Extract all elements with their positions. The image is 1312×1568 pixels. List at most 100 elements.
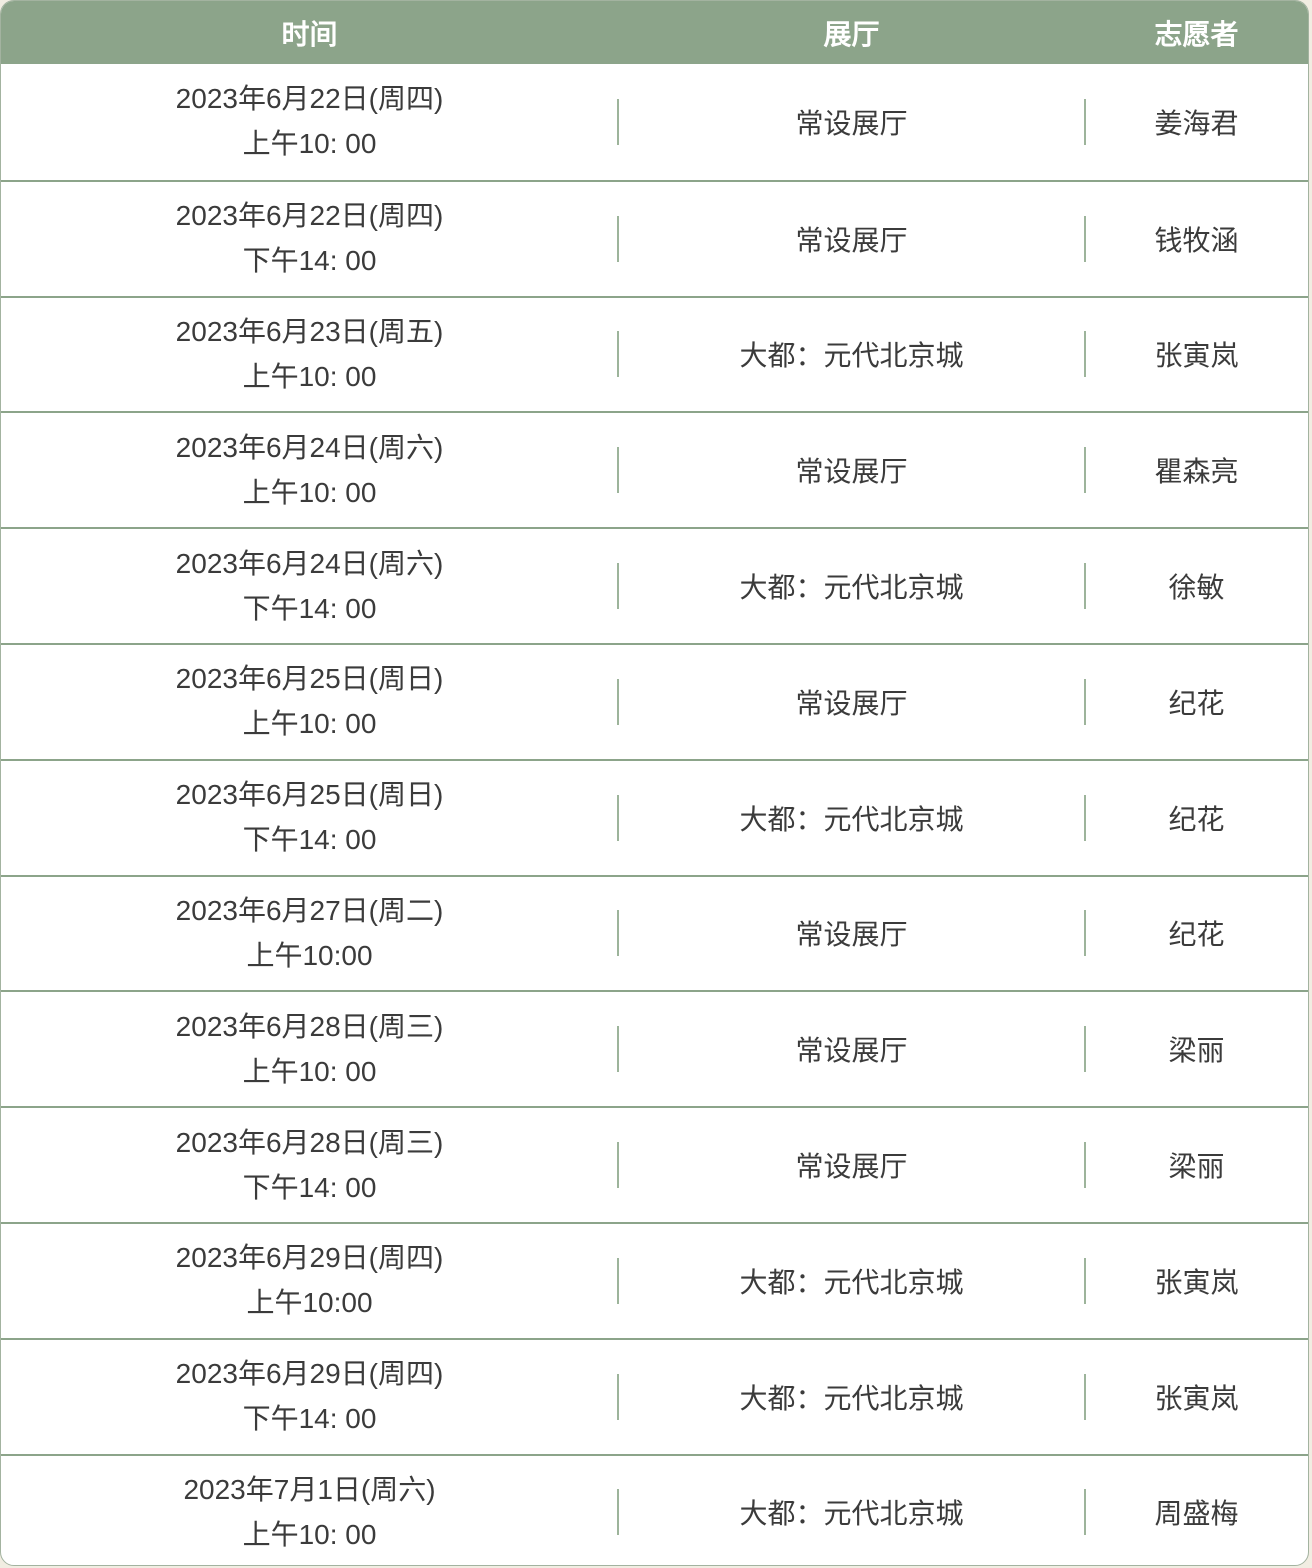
table-row: 2023年6月25日(周日) 下午14: 00 大都：元代北京城 纪花 xyxy=(1,758,1308,875)
date-text: 2023年6月28日(周三) xyxy=(175,1010,444,1042)
time-text: 上午10: 00 xyxy=(242,360,377,392)
column-divider xyxy=(1084,1489,1086,1536)
table-row: 2023年6月28日(周三) 下午14: 00 常设展厅 梁丽 xyxy=(1,1106,1308,1222)
table-row: 2023年6月24日(周六) 上午10: 00 常设展厅 瞿森亮 xyxy=(1,411,1308,527)
date-text: 2023年7月1日(周六) xyxy=(183,1473,436,1505)
volunteer-cell: 纪花 xyxy=(1168,687,1225,719)
hall-cell: 大都：元代北京城 xyxy=(739,803,964,835)
date-text: 2023年6月25日(周日) xyxy=(175,779,444,811)
table-row: 2023年6月24日(周六) 下午14: 00 大都：元代北京城 徐敏 xyxy=(1,527,1308,643)
time-text: 上午10: 00 xyxy=(242,708,377,740)
column-divider xyxy=(1084,910,1086,957)
time-cell: 2023年6月29日(周四) 上午10:00 xyxy=(1,1224,618,1338)
volunteer-cell: 瞿森亮 xyxy=(1154,456,1239,488)
time-text: 上午10: 00 xyxy=(242,1055,377,1087)
hall-cell: 大都：元代北京城 xyxy=(739,572,964,604)
time-cell: 2023年6月24日(周六) 上午10: 00 xyxy=(1,413,618,527)
time-cell: 2023年6月24日(周六) 下午14: 00 xyxy=(1,529,618,643)
date-text: 2023年6月29日(周四) xyxy=(175,1242,444,1274)
time-cell: 2023年6月22日(周四) 上午10: 00 xyxy=(1,64,618,180)
table-row: 2023年6月27日(周二) 上午10:00 常设展厅 纪花 xyxy=(1,874,1308,991)
table-row: 2023年7月1日(周六) 上午10: 00 大都：元代北京城 周盛梅 xyxy=(1,1453,1308,1565)
time-cell: 2023年6月22日(周四) 下午14: 00 xyxy=(1,182,618,296)
time-text: 下午14: 00 xyxy=(242,1171,377,1203)
time-cell: 2023年6月29日(周四) 下午14: 00 xyxy=(1,1340,618,1454)
date-text: 2023年6月24日(周六) xyxy=(175,431,444,463)
hall-cell: 常设展厅 xyxy=(795,107,908,139)
table-row: 2023年6月28日(周三) 上午10: 00 常设展厅 梁丽 xyxy=(1,990,1308,1106)
volunteer-cell: 纪花 xyxy=(1168,919,1225,951)
time-text: 下午14: 00 xyxy=(242,245,377,277)
column-divider xyxy=(1084,563,1086,610)
volunteer-cell: 梁丽 xyxy=(1168,1035,1225,1067)
hall-cell: 常设展厅 xyxy=(795,1151,908,1183)
date-text: 2023年6月23日(周五) xyxy=(175,315,444,347)
volunteer-cell: 姜海君 xyxy=(1154,107,1239,139)
table-body: 2023年6月22日(周四) 上午10: 00 常设展厅 姜海君 2023年6月… xyxy=(1,64,1308,1565)
column-divider xyxy=(617,98,619,145)
hall-cell: 大都：元代北京城 xyxy=(739,340,964,372)
column-divider xyxy=(1084,678,1086,725)
table-row: 2023年6月29日(周四) 下午14: 00 大都：元代北京城 张寅岚 xyxy=(1,1337,1308,1454)
column-divider xyxy=(1084,1142,1086,1189)
column-divider xyxy=(1084,794,1086,841)
column-divider xyxy=(617,1026,619,1073)
time-text: 上午10: 00 xyxy=(242,476,377,508)
table-row: 2023年6月23日(周五) 上午10: 00 大都：元代北京城 张寅岚 xyxy=(1,295,1308,412)
column-divider xyxy=(1084,98,1086,145)
table-row: 2023年6月22日(周四) 下午14: 00 常设展厅 钱牧涵 xyxy=(1,179,1308,296)
time-cell: 2023年6月28日(周三) 上午10: 00 xyxy=(1,992,618,1106)
column-header-volunteer: 志愿者 xyxy=(1154,19,1239,51)
time-text: 上午10: 00 xyxy=(242,128,377,160)
volunteer-cell: 钱牧涵 xyxy=(1154,224,1239,256)
volunteer-cell: 纪花 xyxy=(1168,803,1225,835)
column-divider xyxy=(617,678,619,725)
time-text: 下午14: 00 xyxy=(242,592,377,624)
date-text: 2023年6月28日(周三) xyxy=(175,1126,444,1158)
column-divider xyxy=(617,1257,619,1304)
volunteer-cell: 张寅岚 xyxy=(1154,1266,1239,1298)
time-text: 下午14: 00 xyxy=(242,1403,377,1435)
column-divider xyxy=(617,910,619,957)
column-divider xyxy=(617,1373,619,1420)
column-divider xyxy=(617,447,619,494)
time-text: 上午10:00 xyxy=(246,939,373,971)
time-cell: 2023年6月28日(周三) 下午14: 00 xyxy=(1,1108,618,1222)
column-divider xyxy=(1084,447,1086,494)
time-cell: 2023年6月23日(周五) 上午10: 00 xyxy=(1,298,618,412)
time-text: 上午10:00 xyxy=(246,1287,373,1319)
table-row: 2023年6月25日(周日) 上午10: 00 常设展厅 纪花 xyxy=(1,642,1308,759)
column-header-time: 时间 xyxy=(281,19,338,51)
column-divider xyxy=(1084,1257,1086,1304)
volunteer-cell: 张寅岚 xyxy=(1154,1382,1239,1414)
hall-cell: 常设展厅 xyxy=(795,687,908,719)
column-header-hall: 展厅 xyxy=(823,19,880,51)
table-row: 2023年6月29日(周四) 上午10:00 大都：元代北京城 张寅岚 xyxy=(1,1221,1308,1338)
time-cell: 2023年6月25日(周日) 上午10: 00 xyxy=(1,645,618,759)
time-cell: 2023年7月1日(周六) 上午10: 00 xyxy=(1,1456,618,1565)
time-cell: 2023年6月25日(周日) 下午14: 00 xyxy=(1,761,618,875)
hall-cell: 常设展厅 xyxy=(795,456,908,488)
hall-cell: 大都：元代北京城 xyxy=(739,1498,964,1530)
time-cell: 2023年6月27日(周二) 上午10:00 xyxy=(1,877,618,991)
volunteer-cell: 张寅岚 xyxy=(1154,340,1239,372)
date-text: 2023年6月25日(周日) xyxy=(175,663,444,695)
volunteer-cell: 徐敏 xyxy=(1168,572,1225,604)
volunteer-cell: 梁丽 xyxy=(1168,1151,1225,1183)
date-text: 2023年6月29日(周四) xyxy=(175,1358,444,1390)
column-divider xyxy=(617,1142,619,1189)
table-header-row: 时间 展厅 志愿者 xyxy=(1,1,1308,64)
column-divider xyxy=(617,794,619,841)
column-divider xyxy=(1084,215,1086,262)
date-text: 2023年6月27日(周二) xyxy=(175,894,444,926)
date-text: 2023年6月22日(周四) xyxy=(175,83,444,115)
column-divider xyxy=(617,215,619,262)
time-text: 上午10: 00 xyxy=(242,1518,377,1550)
date-text: 2023年6月22日(周四) xyxy=(175,200,444,232)
hall-cell: 大都：元代北京城 xyxy=(739,1266,964,1298)
time-text: 下午14: 00 xyxy=(242,824,377,856)
column-divider xyxy=(1084,1026,1086,1073)
table-row: 2023年6月22日(周四) 上午10: 00 常设展厅 姜海君 xyxy=(1,64,1308,180)
column-divider xyxy=(617,331,619,378)
